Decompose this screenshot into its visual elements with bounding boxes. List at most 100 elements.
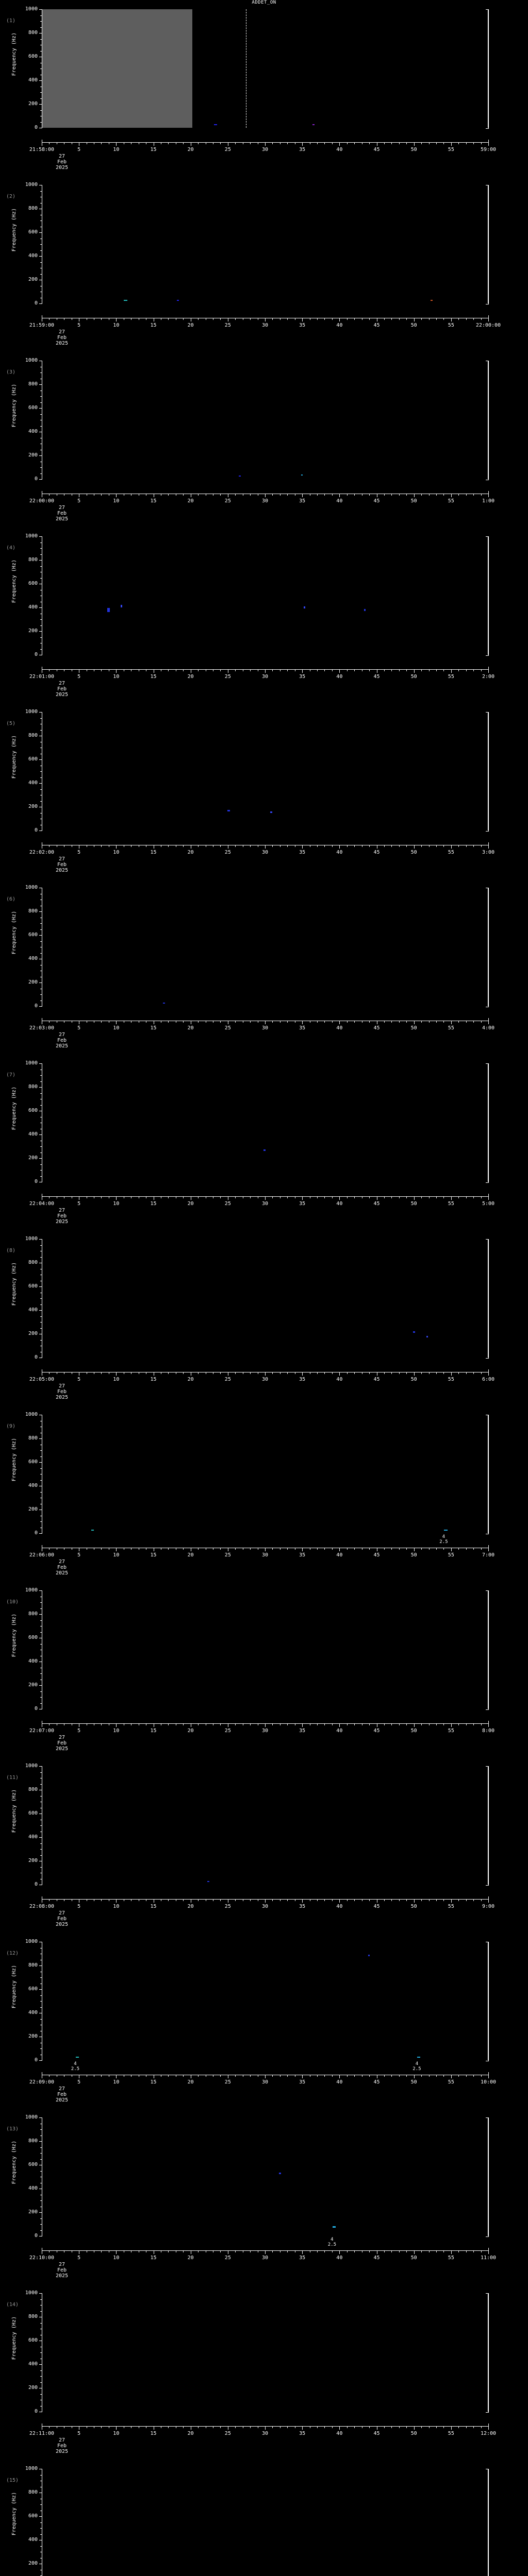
spectrogram-panel[interactable]: (8) Frequency (Hz) 0 200 400 600 800 1000 22:05:… (0, 1236, 528, 1414)
x-tick-minor (406, 1548, 407, 1550)
spectrogram-panel[interactable]: (10) Frequency (Hz) 0 200 400 600 800 1000 22:07… (0, 1588, 528, 1766)
detection-marker[interactable] (213, 124, 217, 126)
x-tick-minor (384, 845, 385, 847)
x-tick-minor (287, 1372, 288, 1374)
x-tick-label: 5:00 (482, 1201, 495, 1207)
x-axis-cap (488, 667, 489, 670)
detection-marker[interactable] (124, 300, 128, 301)
x-tick-label: 3:00 (482, 850, 495, 855)
x-tick-minor (354, 669, 355, 671)
detection-marker[interactable] (107, 608, 110, 613)
detection-marker[interactable] (368, 1954, 370, 1956)
spectrogram-panel[interactable]: (3) Frequency (Hz) 0 200 400 600 800 1000 22:00:… (0, 358, 528, 536)
detection-marker[interactable] (162, 1003, 165, 1004)
x-tick-minor (369, 2250, 370, 2252)
y-tick-minor (40, 414, 42, 415)
x-axis-date: 27 Feb 2025 (42, 2086, 80, 2103)
spectrogram-panel[interactable]: (5) Frequency (Hz) 0 200 400 600 800 1000 22:02:… (0, 709, 528, 887)
y-tick-major (39, 1134, 42, 1135)
detection-marker[interactable] (303, 606, 305, 609)
y-tick-minor (40, 2218, 42, 2219)
x-tick-minor (384, 1548, 385, 1550)
spectrogram-panel[interactable]: (6) Frequency (Hz) 0 200 400 600 800 1000 22:03:… (0, 885, 528, 1063)
detection-marker[interactable] (417, 2057, 421, 2058)
y-tick-minor (40, 1468, 42, 1469)
detection-marker[interactable] (207, 1881, 210, 1883)
detection-marker[interactable] (75, 2057, 79, 2058)
detection-marker[interactable] (444, 1530, 448, 1531)
spectrogram-panel[interactable]: (13) Frequency (Hz) 0 200 400 600 800 1000 4 2.5 2… (0, 2115, 528, 2293)
detection-marker[interactable] (332, 2226, 336, 2228)
x-tick-minor (421, 845, 422, 847)
detection-marker[interactable] (270, 811, 272, 813)
y-tick-major (39, 384, 42, 385)
detection-marker[interactable] (312, 124, 315, 126)
y-tick-label: 800 (28, 1787, 38, 1792)
detection-marker[interactable] (263, 1149, 266, 1151)
y-tick-label: 200 (28, 1331, 38, 1336)
x-tick-label: 55 (448, 1201, 454, 1207)
spectrogram-panel[interactable]: (9) Frequency (Hz) 0 200 400 600 800 1000 4 2.5 22… (0, 1412, 528, 1590)
detection-marker[interactable] (239, 476, 241, 477)
x-tick-minor (473, 2250, 474, 2252)
x-tick-minor (183, 1372, 184, 1374)
spectrogram-panel[interactable]: (7) Frequency (Hz) 0 200 400 600 800 1000 22:04:… (0, 1061, 528, 1239)
x-axis-cap (488, 2072, 489, 2075)
x-tick-label: 25 (224, 1728, 231, 1734)
y-tick-label: 600 (28, 756, 38, 762)
detection-marker[interactable] (301, 474, 303, 476)
x-tick-major (302, 1021, 303, 1024)
x-tick-minor (481, 1021, 482, 1023)
x-tick-major (488, 1372, 489, 1376)
spectrogram-panel[interactable]: (4) Frequency (Hz) 0 200 400 600 800 1000 22:01:… (0, 534, 528, 711)
detection-marker[interactable] (91, 1530, 94, 1531)
detection-marker[interactable] (278, 2173, 281, 2175)
spectrogram-panel[interactable]: (2) Frequency (Hz) 0 200 400 600 800 1000 21:59:… (0, 182, 528, 360)
detection-marker[interactable] (364, 608, 366, 611)
x-tick-label: 5 (77, 1552, 81, 1558)
x-tick-minor (250, 1372, 251, 1374)
x-tick-minor (399, 845, 400, 847)
detection-marker[interactable] (426, 1335, 428, 1337)
x-tick-minor (473, 1723, 474, 1725)
x-tick-label: 15 (150, 1377, 157, 1382)
x-tick-minor (428, 845, 430, 847)
detection-marker[interactable] (412, 1331, 415, 1333)
y-tick-label: 200 (28, 452, 38, 458)
x-tick-minor (332, 2250, 333, 2252)
x-tick-minor (458, 1372, 459, 1374)
x-tick-minor (473, 669, 474, 671)
detection-marker[interactable] (176, 300, 179, 301)
y-axis-label: Frequency (Hz) (11, 384, 17, 428)
spectrogram-panel[interactable]: (1) Frequency (Hz) 0 200 400 600 800 1000 21:58:… (0, 7, 528, 184)
y-tick-minor (40, 2048, 42, 2049)
detection-marker[interactable] (120, 605, 122, 607)
x-tick-label: 2:00 (482, 674, 495, 680)
detection-marker[interactable] (227, 810, 230, 812)
spectrogram-panel[interactable]: (14) Frequency (Hz) 0 200 400 600 800 1000 22:11… (0, 2291, 528, 2468)
spectrogram-panel[interactable]: (15)Frequency (Hz)0200400600800100022:12… (0, 2466, 528, 2576)
spectrogram-panel[interactable]: (11) Frequency (Hz) 0 200 400 600 800 1000 22:08… (0, 1764, 528, 1941)
detection-marker[interactable] (431, 300, 433, 301)
x-tick-label: 30 (261, 1377, 269, 1382)
x-axis: 22:01:00 5 10 15 20 25 30 35 40 45 50 55 2:00 (29, 667, 494, 680)
x-tick-minor (466, 1899, 467, 1901)
spectrogram-panel[interactable]: (12) Frequency (Hz) 0 200 400 600 800 1000 4 2.5 4… (0, 1939, 528, 2117)
x-tick-major (414, 669, 415, 673)
x-tick-label: 50 (410, 674, 417, 680)
